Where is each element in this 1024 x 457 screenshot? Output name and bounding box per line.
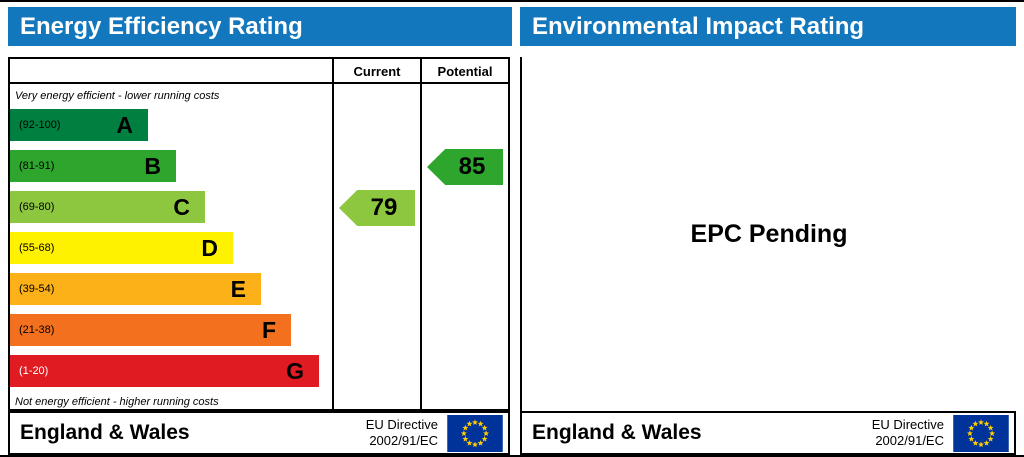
potential-column: Potential 85 (420, 59, 508, 409)
band-d: (55-68) D (10, 232, 233, 264)
energy-efficiency-chart: Very energy efficient - lower running co… (8, 57, 510, 411)
energy-rating-title: Energy Efficiency Rating (8, 7, 512, 46)
eu-directive-line2: 2002/91/EC (369, 433, 438, 448)
band-e-range: (39-54) (19, 283, 55, 295)
band-c: (69-80) C (10, 191, 205, 223)
column-header-row (10, 59, 508, 84)
footer-region: England & Wales (532, 421, 702, 444)
band-g: (1-20) G (10, 355, 319, 387)
eu-directive-line1: EU Directive (365, 417, 438, 433)
band-f-letter: F (261, 316, 276, 343)
environmental-impact-panel: EPC Pending (520, 57, 1016, 411)
band-e-letter: E (230, 275, 246, 302)
efficiency-scale: Very energy efficient - lower running co… (10, 86, 332, 408)
band-b: (81-91) B (10, 150, 176, 182)
bottom-note: Not energy efficient - higher running co… (15, 396, 219, 408)
current-rating-arrow: 79 (339, 190, 415, 226)
band-b-letter: B (144, 152, 161, 179)
eu-flag-icon (953, 414, 1009, 452)
column-header-potential: Potential (437, 64, 493, 79)
band-b-range: (81-91) (19, 160, 55, 172)
band-e: (39-54) E (10, 273, 261, 305)
current-rating-value: 79 (370, 194, 398, 221)
band-d-range: (55-68) (19, 242, 55, 254)
band-f: (21-38) F (10, 314, 291, 346)
eu-directive-line1: EU Directive (871, 417, 944, 433)
band-c-letter: C (173, 193, 190, 220)
rating-bands: (92-100) A (81-91) B (69-80) C (55-68) D… (10, 109, 332, 387)
environmental-rating-title: Environmental Impact Rating (520, 7, 1016, 46)
eu-directive-text: EU Directive 2002/91/EC (872, 417, 944, 448)
band-g-range: (1-20) (19, 365, 49, 377)
current-column: Current 79 (332, 59, 420, 409)
epc-pending-text: EPC Pending (690, 219, 848, 248)
energy-footer: England & Wales EU Directive 2002/91/EC (8, 411, 510, 455)
band-a-letter: A (116, 111, 133, 138)
eu-flag-icon (447, 414, 503, 452)
potential-rating-value: 85 (458, 153, 486, 180)
band-d-letter: D (201, 234, 218, 261)
band-a: (92-100) A (10, 109, 148, 141)
band-g-letter: G (286, 357, 304, 384)
eu-directive-text: EU Directive 2002/91/EC (366, 417, 438, 448)
top-note: Very energy efficient - lower running co… (15, 90, 220, 102)
potential-rating-arrow: 85 (427, 149, 503, 185)
column-header-current: Current (353, 64, 401, 79)
band-f-range: (21-38) (19, 324, 55, 336)
eu-directive-line2: 2002/91/EC (875, 433, 944, 448)
footer-region: England & Wales (20, 421, 190, 444)
impact-footer: England & Wales EU Directive 2002/91/EC (520, 411, 1016, 455)
band-a-range: (92-100) (19, 119, 61, 131)
band-c-range: (69-80) (19, 201, 55, 213)
